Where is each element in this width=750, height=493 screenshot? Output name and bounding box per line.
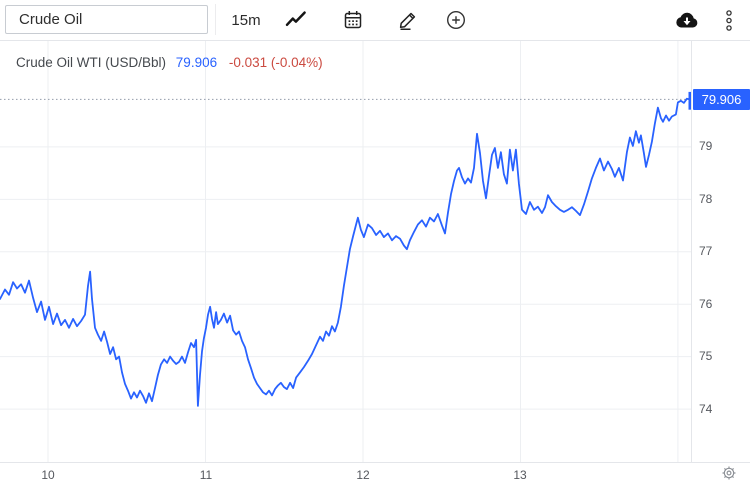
toolbar-separator — [215, 4, 216, 35]
time-axis-label: 10 — [41, 468, 55, 482]
time-axis-separator — [0, 462, 750, 463]
price-axis-label: 77 — [699, 244, 713, 258]
price-axis-separator — [691, 40, 692, 462]
pencil-icon — [396, 12, 420, 35]
symbol-search-input[interactable] — [5, 5, 208, 34]
time-axis[interactable]: 10 11 12 13 — [0, 463, 691, 493]
price-axis-label: 79 — [699, 139, 713, 153]
calendar-button[interactable] — [341, 8, 365, 32]
legend-title: Crude Oil WTI (USD/Bbl) — [16, 55, 167, 70]
settings-gear-icon[interactable] — [720, 464, 738, 482]
last-price-label: 79.906 — [693, 89, 750, 110]
interval-button[interactable]: 15m — [226, 6, 266, 34]
legend-price: 79.906 — [175, 55, 218, 70]
price-axis-label: 76 — [699, 297, 713, 311]
cloud-download-icon — [674, 12, 700, 35]
price-axis-label: 75 — [699, 349, 713, 363]
price-axis-label: 78 — [699, 192, 713, 206]
price-polyline — [0, 97, 691, 407]
time-axis-label: 12 — [356, 468, 370, 482]
last-bar-marker — [688, 91, 691, 110]
top-toolbar: 15m — [0, 0, 750, 41]
chart-legend[interactable]: Crude Oil WTI (USD/Bbl) 79.906 -0.031 (-… — [16, 55, 323, 70]
add-indicator-button[interactable] — [444, 8, 468, 32]
legend-change: -0.031 (-0.04%) — [228, 55, 323, 70]
price-axis[interactable]: 79 78 77 76 75 74 — [692, 40, 750, 462]
plus-circle-icon — [444, 10, 468, 35]
time-axis-label: 11 — [199, 468, 213, 482]
calendar-icon — [341, 11, 365, 35]
chart-type-button[interactable] — [284, 8, 308, 32]
price-axis-label: 74 — [699, 402, 713, 416]
draw-button[interactable] — [396, 8, 420, 32]
kebab-menu-icon — [723, 10, 735, 35]
save-cloud-button[interactable] — [674, 8, 700, 32]
time-axis-label: 13 — [513, 468, 527, 482]
price-line-chart[interactable] — [0, 40, 691, 462]
line-chart-icon — [284, 11, 308, 35]
more-menu-button[interactable] — [723, 8, 735, 32]
